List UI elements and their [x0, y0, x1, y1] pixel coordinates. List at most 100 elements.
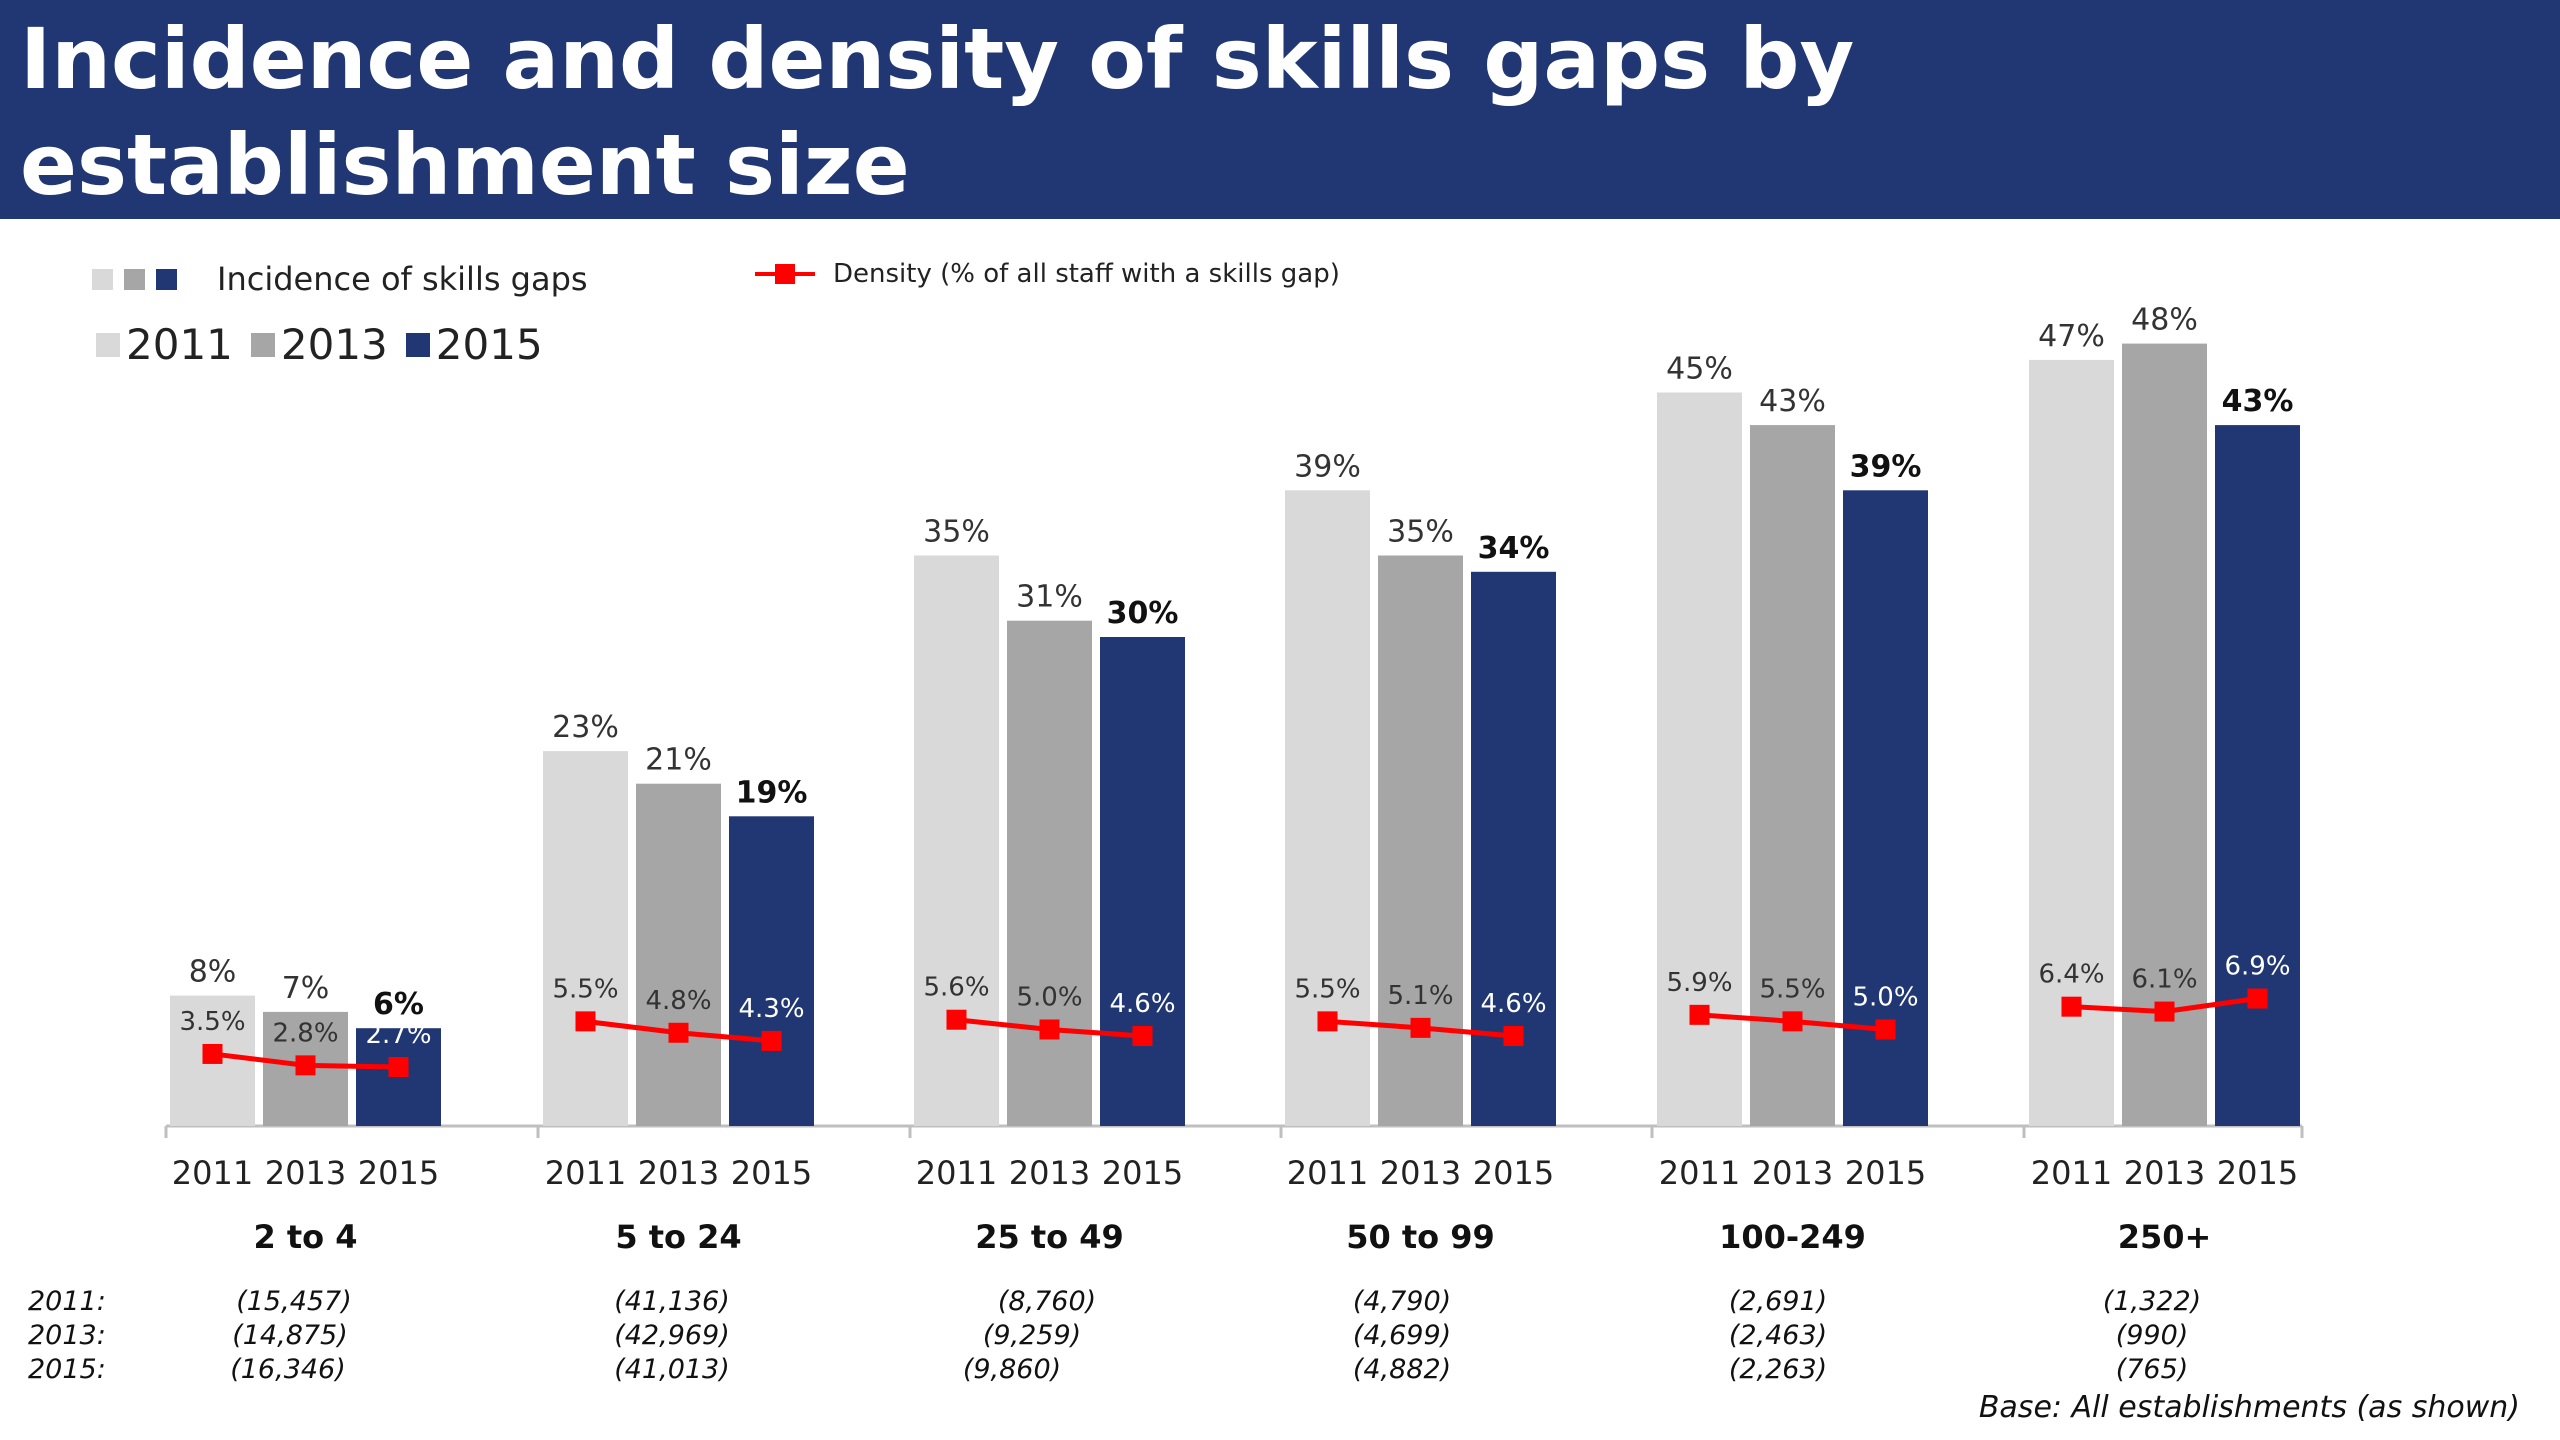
bar-value-label: 30% — [1107, 596, 1179, 631]
x-tick-year-label: 2011 — [2031, 1154, 2112, 1192]
x-tick-year-label: 2011 — [1287, 1154, 1368, 1192]
legend-swatch-2015 — [156, 268, 177, 290]
base-value: (2,463) — [1728, 1320, 1828, 1351]
density-value-label: 3.5% — [179, 1007, 245, 1037]
bar-value-label: 48% — [2131, 303, 2198, 338]
title-bar: Incidence and density of skills gaps by … — [0, 0, 2560, 219]
base-value: (4,790) — [1352, 1286, 1452, 1317]
density-marker — [2247, 988, 2268, 1009]
base-value: (14,875) — [232, 1320, 348, 1351]
x-tick-year-label: 2015 — [2217, 1154, 2298, 1192]
legend-density: Density (% of all staff with a skills ga… — [755, 259, 1340, 289]
bar-2013 — [1007, 620, 1092, 1126]
base-row-2015: 2015: (16,346) (41,013) (9,860) (4,882) … — [0, 1354, 2560, 1388]
bar-2015 — [1100, 637, 1185, 1126]
density-value-label: 4.6% — [1480, 989, 1546, 1019]
x-tick-year-label: 2013 — [638, 1154, 719, 1192]
legend-years: 2011 2013 2015 — [96, 320, 561, 369]
x-tick-year-label: 2013 — [1380, 1154, 1461, 1192]
density-marker — [1317, 1011, 1338, 1032]
density-value-label: 2.8% — [272, 1018, 338, 1048]
bar-2013 — [636, 783, 721, 1126]
bar-value-label: 21% — [645, 743, 712, 778]
density-marker — [1875, 1019, 1896, 1040]
base-value: (41,013) — [614, 1354, 730, 1385]
category-label: 50 to 99 — [1346, 1218, 1495, 1256]
density-marker — [1503, 1026, 1524, 1047]
density-value-label: 5.0% — [1016, 983, 1082, 1013]
density-value-label: 5.5% — [552, 974, 618, 1004]
base-note: Base: All establishments (as shown) — [1978, 1390, 2520, 1425]
legend-year-swatch-2013 — [250, 332, 275, 357]
category-label: 2 to 4 — [253, 1218, 357, 1256]
base-value: (2,691) — [1728, 1286, 1828, 1317]
density-value-label: 5.0% — [1852, 983, 1918, 1013]
bar-value-label: 8% — [189, 955, 237, 990]
bar-value-label: 35% — [1387, 515, 1454, 550]
density-value-label: 5.1% — [1387, 981, 1453, 1011]
x-tick-year-label: 2011 — [916, 1154, 997, 1192]
base-value: (4,699) — [1352, 1320, 1452, 1351]
x-tick-year-label: 2011 — [172, 1154, 253, 1192]
density-marker — [1132, 1026, 1153, 1047]
density-marker — [2061, 996, 2082, 1017]
density-marker — [668, 1022, 689, 1043]
density-value-label: 4.6% — [1109, 989, 1175, 1019]
density-marker — [1689, 1004, 1710, 1025]
category-label: 100-249 — [1719, 1218, 1866, 1256]
x-tick-year-label: 2013 — [2124, 1154, 2205, 1192]
base-value: (4,882) — [1352, 1354, 1452, 1385]
bar-2013 — [1378, 555, 1463, 1126]
density-marker — [2154, 1001, 2175, 1022]
density-marker — [575, 1011, 596, 1032]
legend-swatch-2011 — [92, 268, 113, 290]
base-label-2011: 2011: — [28, 1286, 106, 1317]
x-tick-year-label: 2015 — [1473, 1154, 1554, 1192]
base-row-2011: 2011: (15,457) (41,136) (8,760) (4,790) … — [0, 1286, 2560, 1320]
density-marker — [202, 1043, 223, 1064]
bar-value-label: 39% — [1850, 449, 1922, 484]
bar-2013 — [2122, 343, 2207, 1127]
base-value: (8,760) — [997, 1286, 1097, 1317]
base-value: (41,136) — [614, 1286, 730, 1317]
bar-value-label: 34% — [1478, 531, 1550, 566]
x-tick-year-label: 2011 — [545, 1154, 626, 1192]
base-value: (1,322) — [2102, 1286, 2202, 1317]
bar-2011 — [1657, 392, 1742, 1126]
base-value: (990) — [2115, 1320, 2189, 1351]
base-value: (765) — [2115, 1354, 2189, 1385]
legend-year-2011: 2011 — [126, 320, 233, 369]
x-tick-year-label: 2011 — [1659, 1154, 1740, 1192]
density-value-label: 2.7% — [365, 1020, 431, 1050]
density-value-label: 6.1% — [2131, 965, 2197, 995]
density-line-swatch-icon — [755, 262, 815, 286]
base-value: (2,263) — [1728, 1354, 1828, 1385]
density-value-label: 5.5% — [1294, 974, 1360, 1004]
bar-2015 — [356, 1028, 441, 1126]
bar-value-label: 31% — [1016, 580, 1083, 615]
base-value: (15,457) — [236, 1286, 352, 1317]
bar-2011 — [914, 555, 999, 1126]
legend-year-swatch-2015 — [405, 332, 430, 357]
x-tick-year-label: 2013 — [1752, 1154, 1833, 1192]
bar-2015 — [2215, 425, 2300, 1127]
base-value: (16,346) — [230, 1354, 346, 1385]
x-tick-year-label: 2015 — [731, 1154, 812, 1192]
density-marker — [295, 1055, 316, 1076]
density-value-label: 5.9% — [1666, 968, 1732, 998]
base-label-2013: 2013: — [28, 1320, 106, 1351]
bar-2013 — [1750, 425, 1835, 1127]
bar-value-label: 35% — [923, 515, 990, 550]
category-label: 250+ — [2118, 1218, 2212, 1256]
bar-value-label: 47% — [2038, 319, 2105, 354]
density-value-label: 6.9% — [2224, 952, 2290, 982]
legend-incidence: Incidence of skills gaps — [92, 260, 588, 298]
density-value-label: 5.5% — [1759, 974, 1825, 1004]
bar-value-label: 23% — [552, 710, 619, 745]
bar-value-label: 6% — [373, 987, 424, 1022]
base-value: (9,860) — [962, 1354, 1062, 1385]
category-label: 25 to 49 — [975, 1218, 1124, 1256]
bar-value-label: 43% — [2222, 384, 2294, 419]
density-marker — [1410, 1017, 1431, 1038]
